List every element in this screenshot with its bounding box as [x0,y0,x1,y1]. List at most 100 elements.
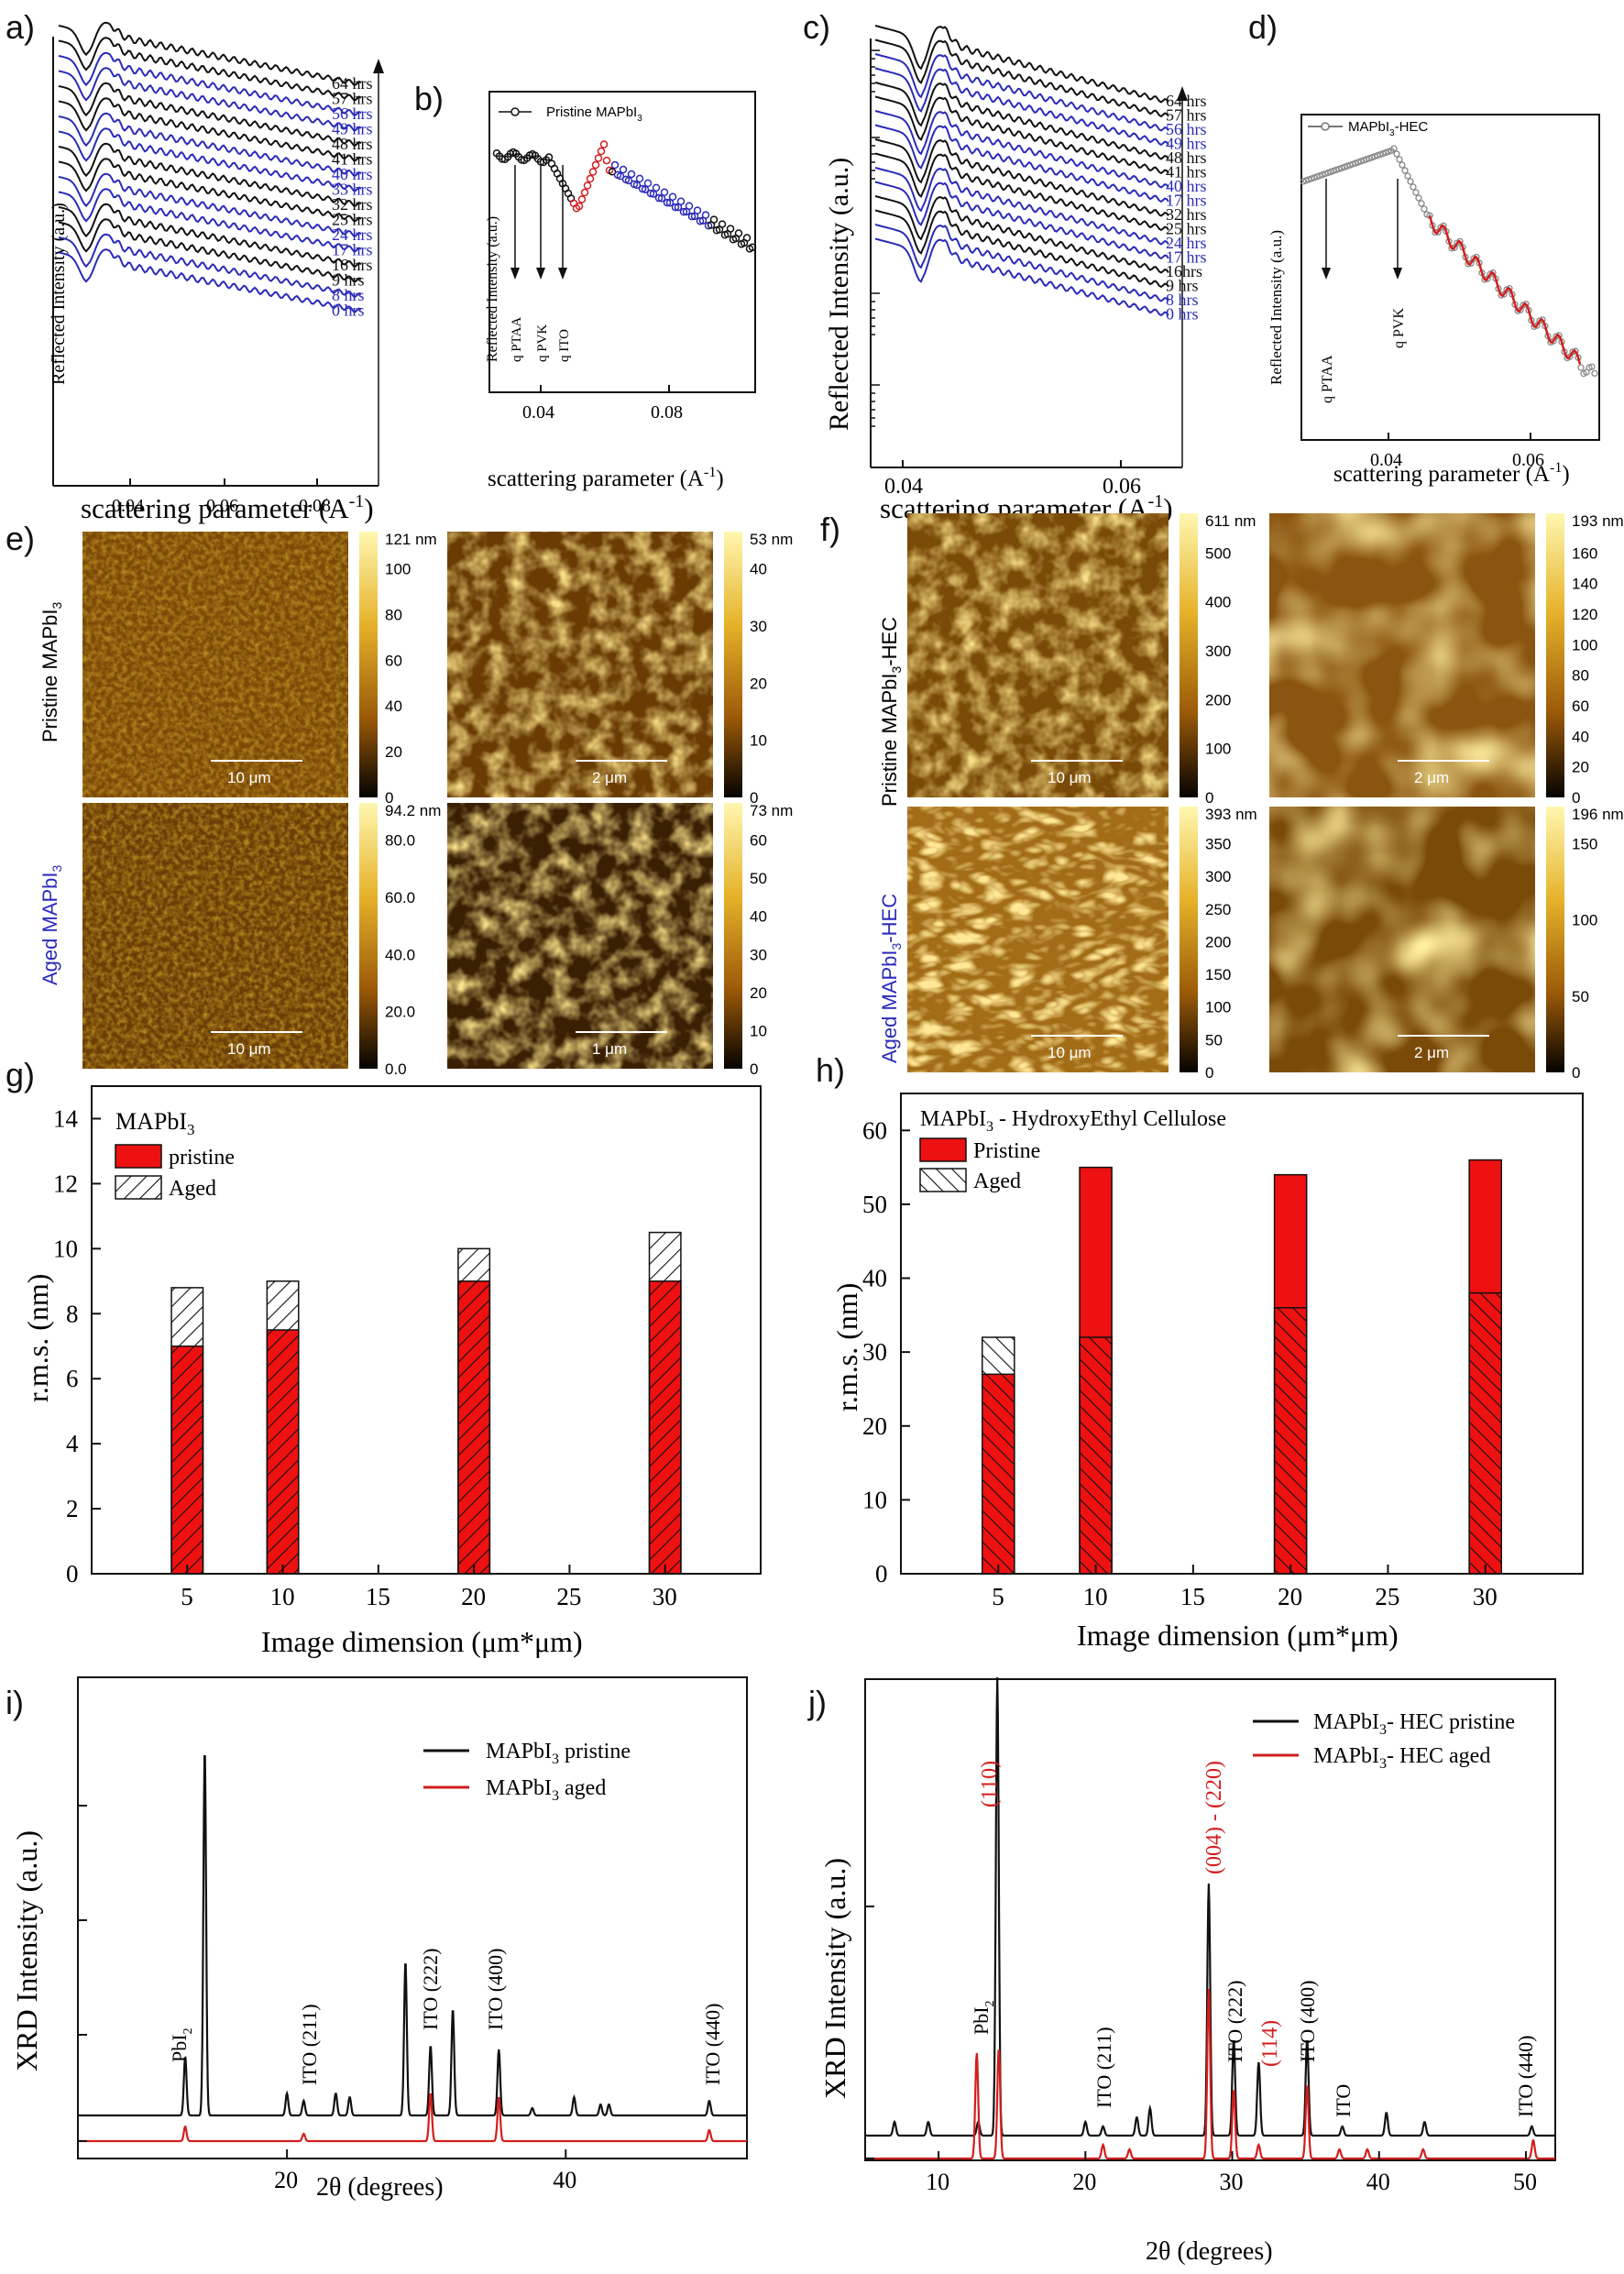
panel-g-ticks: 0 2 4 6 8 10 12 14 5 10 15 20 25 30 [53,1104,677,1610]
panel-a: a) Reflected Intensity (a.u.) scattering… [5,8,384,524]
xtick-label: 30 [1220,2169,1244,2195]
panel-b-marker-label: q ITO [557,329,572,362]
panel-e-colorbar-tick: 20 [750,675,767,692]
ytick-label: 10 [862,1486,887,1513]
panel-f-colorbar-tick: 200 [1205,691,1231,709]
panel-b-point [687,212,697,221]
panel-d-point [1588,363,1596,370]
panel-e-colorbar-tick: 80 [385,606,402,623]
panel-c-ylabel: Reflected Intensity (a.u.) [824,158,854,431]
panel-b-point [693,206,702,214]
panel-a-curve-label: 32 hrs [332,195,373,214]
panel-f-colorbar-tick: 40 [1572,728,1589,745]
panel-e-row1-label: Pristine MAPbI3 [38,602,64,743]
bar-aged [170,1287,204,1575]
panel-j-peak-ito222: ITO (222) [1223,1981,1246,2062]
panel-b-point [718,220,727,228]
panel-b-marker-label: q PVK [535,324,550,362]
panel-d-point [1591,369,1598,378]
panel-a-curve-label: 40 hrs [332,165,373,183]
panel-d-point [1440,222,1447,229]
panel-g-frame [91,1085,762,1575]
panel-f-colorbar [1546,807,1564,1072]
panel-e-afm-texture [447,532,713,797]
panel-c-curve-label: 0 hrs [1166,305,1199,324]
bar-aged [1468,1291,1503,1575]
panel-e-colorbar-tick: 80.0 [385,832,415,850]
panel-b-point [575,202,584,211]
panel-e-colorbar-tick: 30 [750,946,767,963]
panel-a-curve [58,188,362,252]
panel-f-colorbar-tick: 100 [1572,636,1597,654]
panel-b-point [742,234,752,242]
panel-a-curve-label: 8 hrs [332,286,365,304]
panel-f-row2-label: Aged MAPbI3-HEC [878,894,904,1063]
panel-b-point [583,181,592,190]
panel-b-point [726,225,735,233]
panel-e-colorbar-tick: 100 [385,561,411,578]
panel-e-afm-texture [82,532,348,797]
panel-e-colorbar [359,532,378,797]
panel-h-legend-pristine-swatch [919,1137,967,1162]
panel-f-colorbar-tick: 0 [1205,789,1213,807]
panel-j-ylabel: XRD Intensity (a.u.) [818,1858,851,2099]
panel-j-peak-pbi2: PbI2 [970,2000,997,2035]
panel-a-curve-label: 33 hrs [332,181,373,199]
panel-b: b) Reflected Intensity (a.u.) Pristine M… [414,80,757,491]
panel-d-point [1410,183,1417,191]
panel-d-fit-line [1428,214,1582,365]
panel-e-colorbar [359,803,378,1069]
panel-c-curve [874,138,1169,217]
panel-h-legend-pristine: Pristine [973,1139,1040,1163]
panel-e-colorbar-tick: 0 [385,789,393,807]
xtick-label: 40 [553,2167,576,2193]
ytick-label: 30 [862,1338,887,1366]
panel-e-colorbar-tick: 0 [750,789,758,807]
panel-e-colorbar-tick: 30 [750,618,767,635]
panel-f-colorbar-tick: 100 [1572,912,1597,929]
panel-d-xtick-tick-label: 0.06 [1512,450,1544,470]
panel-b-point [709,215,719,224]
panel-d-xticks: 0.04 0.06 [1370,433,1544,470]
panel-b-point [671,203,680,212]
panel-b-point [643,179,653,188]
panel-i-label: i) [5,1684,24,1721]
ytick-label: 12 [53,1170,78,1197]
panel-a-curve [58,172,362,237]
panel-f-colorbar [1546,513,1564,797]
panel-d-point [1396,156,1403,163]
xrd-pattern-pristine [865,1676,1555,2137]
panel-j-peak-ito: ITO [1332,2084,1355,2117]
panel-f-colorbar-tick: 300 [1205,643,1231,660]
ytick-label: 0 [66,1560,79,1587]
panel-j-ticks: 10 20 30 40 50 [865,1906,1537,2195]
panel-f-scalebar-label: 10 μm [1048,769,1092,786]
panel-e-colorbar-tick: 40 [385,698,402,715]
panel-c-curve [874,209,1169,289]
panel-e-scalebar-label: 1 μm [592,1040,627,1058]
bar-aged [1079,1336,1113,1575]
panel-j-red-peak-004-220: (004) - (220) [1202,1761,1226,1874]
panel-c-curve [874,195,1169,274]
panel-c-yticks [871,49,880,427]
panel-a-curve [58,51,362,116]
panel-e-colorbar-tick: 50 [750,870,767,887]
panel-b-point [748,243,757,252]
panel-a-curve [58,203,362,268]
xtick-label: 5 [992,1583,1004,1610]
xtick-label: 10 [270,1583,295,1610]
panel-f-afm-texture [1269,513,1535,797]
panel-b-point [580,188,589,197]
bar-aged [1273,1307,1308,1575]
panel-b-marker-arrow [510,268,520,280]
panel-e-colorbar-tick: 60 [385,652,402,669]
xrd-pattern-aged [78,2093,747,2143]
bar-aged [648,1231,682,1575]
panel-d-xlabel: scattering parameter (A-1) [1333,460,1570,487]
panel-i-peak-ito222: ITO (222) [419,1949,442,2030]
ytick-label: 20 [862,1412,887,1440]
panel-j-frame [864,1678,1556,2161]
panel-b-point [635,174,644,183]
panel-e-colorbar-max: 121 nm [385,531,437,548]
panel-h-label: h) [816,1051,845,1089]
